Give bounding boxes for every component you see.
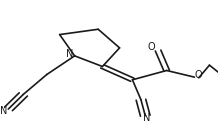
Text: N: N <box>66 49 73 59</box>
Text: N: N <box>143 113 150 123</box>
Text: O: O <box>194 70 202 80</box>
Text: N: N <box>0 106 7 116</box>
Text: O: O <box>148 41 155 52</box>
